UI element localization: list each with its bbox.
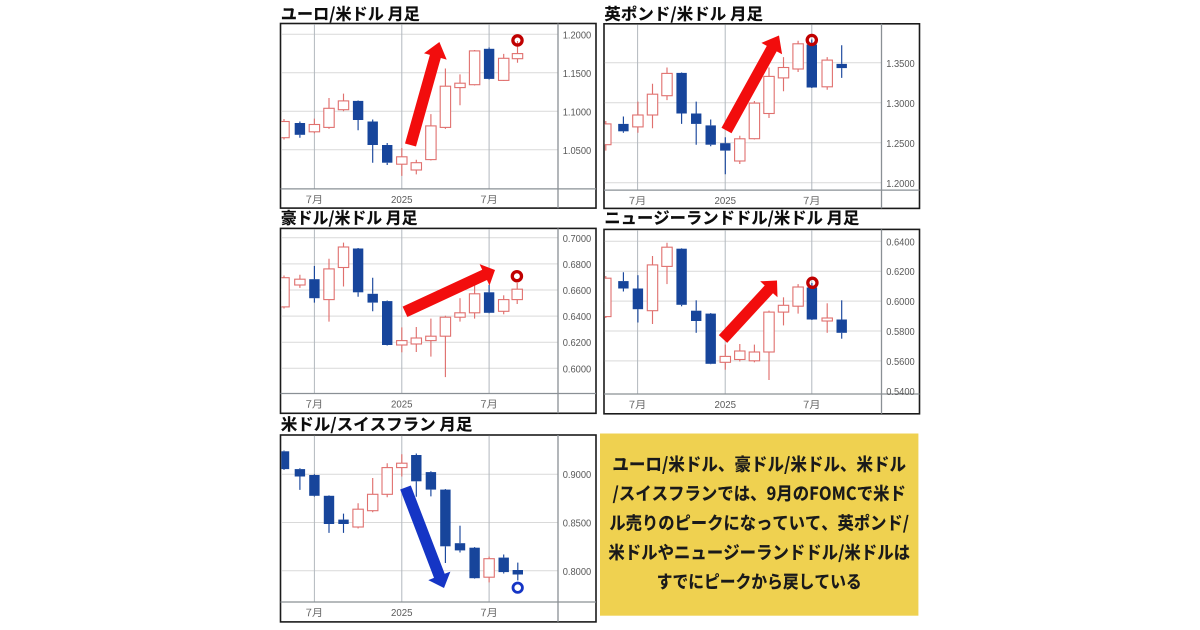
svg-text:0.9000: 0.9000 bbox=[563, 470, 592, 481]
svg-text:1.1500: 1.1500 bbox=[563, 69, 592, 80]
svg-text:0.8500: 0.8500 bbox=[563, 519, 592, 530]
svg-text:1.3000: 1.3000 bbox=[886, 99, 915, 110]
svg-text:1.0500: 1.0500 bbox=[563, 146, 592, 157]
svg-text:1.1000: 1.1000 bbox=[563, 107, 592, 118]
svg-text:0.5600: 0.5600 bbox=[886, 357, 915, 368]
svg-text:0.6800: 0.6800 bbox=[563, 260, 592, 271]
svg-text:0.5400: 0.5400 bbox=[886, 387, 915, 398]
svg-text:0.6200: 0.6200 bbox=[563, 338, 592, 349]
svg-text:1.3500: 1.3500 bbox=[886, 59, 915, 70]
svg-text:0.6200: 0.6200 bbox=[886, 267, 915, 278]
svg-text:1.2000: 1.2000 bbox=[886, 179, 915, 190]
svg-text:1.2500: 1.2500 bbox=[886, 139, 915, 150]
svg-text:0.6600: 0.6600 bbox=[563, 286, 592, 297]
svg-text:0.7000: 0.7000 bbox=[563, 234, 592, 245]
svg-text:1.2000: 1.2000 bbox=[563, 30, 592, 41]
svg-text:2025: 2025 bbox=[714, 399, 736, 411]
svg-text:0.6400: 0.6400 bbox=[886, 237, 915, 248]
svg-text:0.6000: 0.6000 bbox=[886, 297, 915, 308]
svg-text:0.6400: 0.6400 bbox=[563, 312, 592, 323]
svg-text:2025: 2025 bbox=[391, 607, 413, 619]
svg-text:0.5800: 0.5800 bbox=[886, 327, 915, 338]
svg-text:0.6000: 0.6000 bbox=[563, 364, 592, 375]
svg-text:0.8000: 0.8000 bbox=[563, 567, 592, 578]
svg-text:2025: 2025 bbox=[391, 398, 413, 410]
svg-text:2025: 2025 bbox=[391, 194, 413, 206]
svg-text:2025: 2025 bbox=[714, 195, 736, 207]
